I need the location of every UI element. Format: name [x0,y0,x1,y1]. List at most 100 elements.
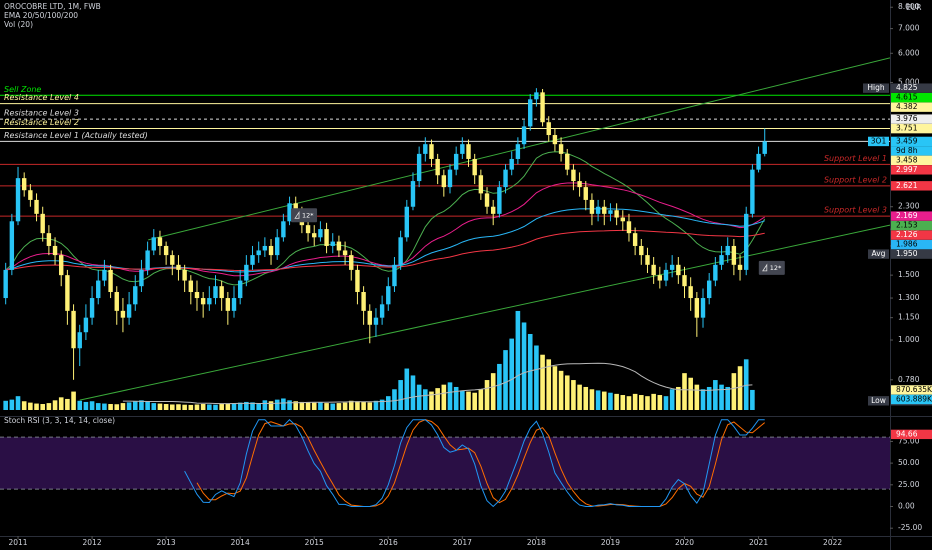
x-tick-label: 2018 [527,538,546,547]
candle-body [367,310,372,325]
candle-body [706,280,712,299]
stoch-y-tick-label: -25.00 [898,523,922,532]
candle-body [89,298,95,318]
price-label-bg [891,155,932,166]
candle-body [52,245,58,256]
volume-bar [564,375,570,410]
volume-bar [577,384,582,410]
price-label: 1.950 [896,249,918,258]
candle-body [503,169,508,188]
candle-body [558,144,564,154]
volume-bar [534,345,539,410]
candle-body [460,144,465,154]
volume-bar [71,391,76,410]
stoch-line [196,419,766,507]
volume-bar [521,322,527,410]
candle-body [429,144,434,159]
price-label: 4.615 [896,93,918,102]
price-label: 4.825 [896,83,918,92]
volume-bar [126,402,132,410]
volume-bar [293,401,299,410]
candle-body [762,141,767,154]
candle-body [700,298,706,318]
y-tick-label: 0.780 [898,375,920,384]
candle-body [15,178,21,222]
volume-bar [663,396,669,410]
volume-bar [595,390,601,410]
candle-body [416,153,422,182]
volume-bar [348,400,354,410]
price-label: 603.889K [896,394,932,403]
candle-body [645,255,650,265]
candle-body [731,245,737,265]
volume-bar [108,404,113,410]
volume-bar [157,403,163,410]
candle-body [515,144,521,159]
candle-body [268,245,274,256]
volume-bar [28,402,33,410]
ema-line [5,151,766,286]
price-label: 2.126 [896,230,918,239]
candle-body [96,280,101,299]
candle-body [583,187,588,200]
price-label-bg [891,385,932,395]
volume-bar [200,404,206,410]
candle-body [318,229,323,238]
candle-body [256,250,261,256]
volume-bar [182,404,187,410]
volume-bar [484,380,490,410]
volume-bar [83,401,89,410]
volume-bar [318,402,323,410]
candle-body [361,292,366,311]
candle-body [330,241,335,246]
volume-bar [515,310,521,410]
stoch-title: Stoch RSI (3, 3, 14, 14, close) [4,416,115,425]
volume-bar [120,403,126,410]
candle-body [435,158,440,176]
price-label-bg [891,429,932,440]
price-tag-bg [868,249,889,259]
price-tag-bg [868,396,889,406]
volume-bar [361,401,366,410]
volume-bar [176,404,181,410]
candle-body [614,210,619,218]
candle-body [342,250,348,256]
candle-body [528,99,533,127]
candle-body [423,144,428,154]
candle-body [145,250,150,270]
candle-body [194,292,200,299]
candle-body [133,286,138,305]
volume-bar [244,401,249,410]
volume-bar [3,400,8,410]
volume-bar [95,403,101,410]
volume-bar [460,390,465,410]
candle-body [108,269,113,293]
volume-bar [447,382,453,410]
candle-body [59,255,64,276]
volume-bar [552,366,558,410]
candle-body [71,310,76,349]
candle-body [546,122,551,136]
candle-body [163,245,169,256]
volume-bar [750,389,755,410]
candle-body [102,269,107,281]
x-tick-label: 2017 [453,538,472,547]
annotation-label: 12* [770,264,782,272]
volume-bar [114,404,120,410]
candle-body [608,210,613,214]
candle-body [244,264,249,281]
ema-line [5,182,765,277]
volume-bar [237,402,243,410]
price-label-bg [891,165,932,175]
volume-bar [262,400,268,410]
candle-body [521,126,527,145]
candle-body [349,255,354,270]
price-label-bg [891,394,932,405]
candle-body [632,233,638,246]
candle-body [453,153,459,170]
candle-body [386,286,391,305]
volume-bar [540,354,545,410]
price-label-bg [891,92,932,103]
x-tick-label: 2011 [8,538,27,547]
candle-body [275,237,280,256]
